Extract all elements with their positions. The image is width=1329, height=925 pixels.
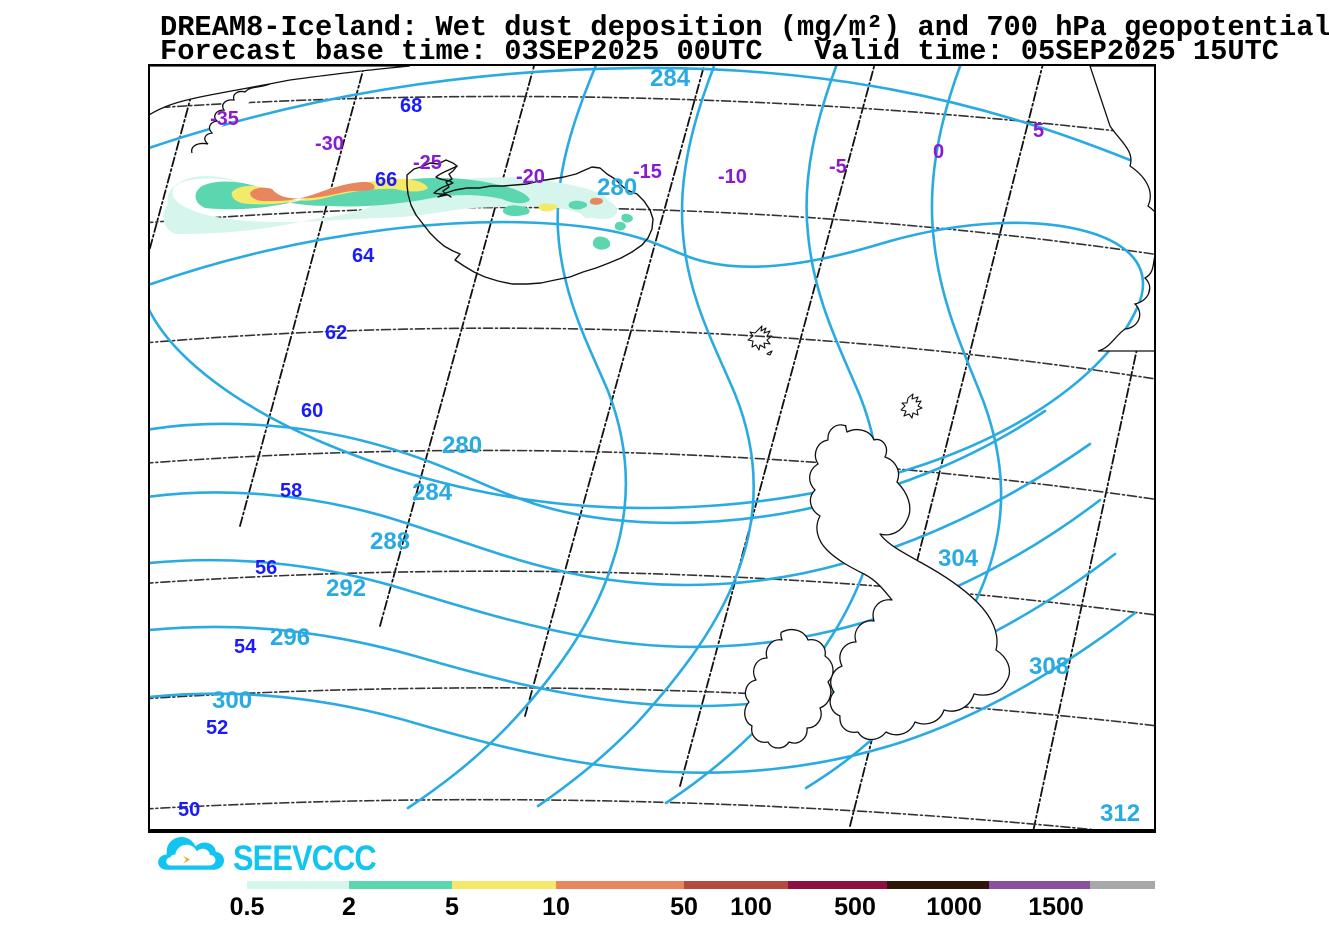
svg-text:308: 308 [1029, 653, 1069, 680]
svg-text:5: 5 [1033, 120, 1044, 142]
svg-text:50: 50 [178, 799, 200, 821]
svg-text:62: 62 [325, 322, 347, 344]
svg-text:0: 0 [933, 141, 944, 163]
svg-text:-15: -15 [633, 161, 662, 183]
svg-text:56: 56 [255, 557, 277, 579]
svg-text:292: 292 [326, 575, 366, 602]
svg-text:52: 52 [206, 717, 228, 739]
svg-text:284: 284 [650, 66, 691, 92]
svg-text:-30: -30 [315, 133, 344, 155]
svg-text:66: 66 [375, 169, 397, 191]
svg-text:54: 54 [234, 636, 257, 658]
svg-text:312: 312 [1100, 800, 1140, 827]
svg-text:288: 288 [370, 528, 410, 555]
svg-text:-5: -5 [829, 156, 847, 178]
svg-text:304: 304 [938, 545, 979, 572]
svg-text:280: 280 [442, 432, 482, 459]
svg-text:64: 64 [352, 245, 375, 267]
svg-text:296: 296 [270, 624, 310, 651]
svg-text:58: 58 [280, 480, 302, 502]
svg-text:280: 280 [597, 174, 637, 201]
svg-text:284: 284 [412, 479, 453, 506]
svg-text:-25: -25 [413, 152, 442, 174]
svg-text:68: 68 [400, 95, 422, 117]
svg-text:60: 60 [301, 400, 323, 422]
svg-text:300: 300 [212, 687, 252, 714]
svg-text:-20: -20 [516, 166, 545, 188]
svg-text:-35: -35 [210, 108, 239, 130]
svg-text:-10: -10 [718, 166, 747, 188]
